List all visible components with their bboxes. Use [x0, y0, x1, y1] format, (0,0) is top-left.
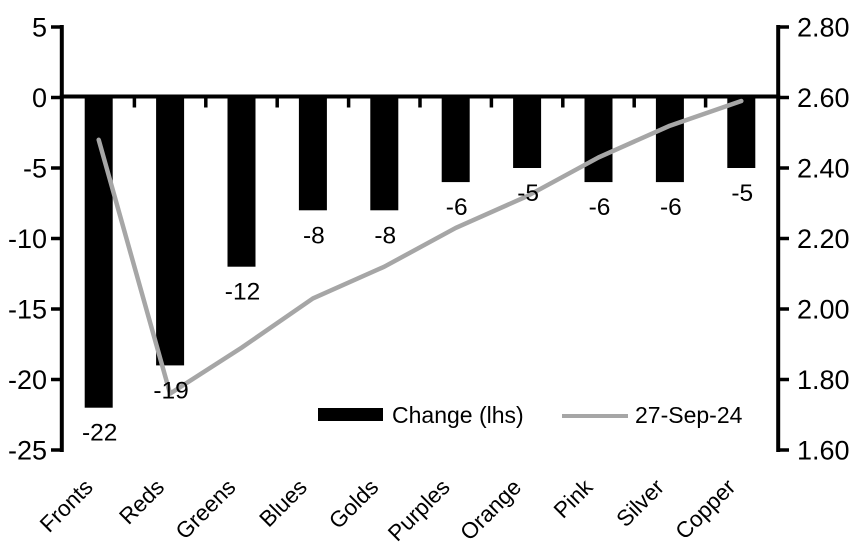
category-label-blues: Blues	[254, 474, 311, 531]
category-label-reds: Reds	[114, 474, 169, 529]
bar-value-label: -19	[153, 377, 188, 404]
right-axis-tick-label: 1.80	[797, 365, 850, 395]
line-series-27-sep-24	[96, 98, 744, 396]
bar-purples	[441, 96, 470, 183]
right-axis-tick-label: 2.00	[797, 295, 850, 325]
bar-golds	[370, 96, 399, 211]
category-label-pink: Pink	[549, 474, 598, 523]
bar-pink	[584, 96, 613, 183]
bar-blues	[298, 96, 327, 211]
category-label-fronts: Fronts	[35, 474, 98, 537]
left-axis-tick-label: 0	[32, 83, 47, 113]
category-label-silver: Silver	[611, 474, 669, 532]
bar-value-label: -6	[589, 194, 611, 221]
right-axis-tick-label: 2.40	[797, 154, 850, 184]
category-label-greens: Greens	[171, 474, 241, 544]
bar-value-label: -8	[303, 222, 325, 249]
category-label-orange: Orange	[455, 474, 526, 545]
bar-value-label: -5	[731, 180, 753, 207]
bar-value-label: -6	[446, 194, 468, 221]
left-axis-tick-label: 5	[32, 13, 47, 43]
right-axis-tick-label: 1.60	[797, 436, 850, 466]
bar-value-label: -8	[374, 222, 396, 249]
bar-value-label: -22	[82, 420, 117, 447]
bar-value-label: -5	[517, 180, 539, 207]
left-axis-tick-label: -5	[23, 154, 47, 184]
bar-value-label: -6	[660, 194, 682, 221]
bar-orange	[513, 96, 542, 168]
right-axis-tick-label: 2.20	[797, 224, 850, 254]
right-axis-tick-label: 2.60	[797, 83, 850, 113]
bar-value-label: -12	[225, 279, 260, 306]
right-axis-tick-label: 2.80	[797, 13, 850, 43]
bar-copper	[727, 96, 756, 168]
bar-reds	[156, 96, 185, 366]
bar-silver	[655, 96, 684, 183]
category-label-copper: Copper	[670, 474, 740, 544]
left-axis-tick-label: -15	[8, 295, 47, 325]
left-axis-tick-label: -10	[8, 224, 47, 254]
category-label-purples: Purples	[383, 474, 455, 546]
left-axis-tick-label: -20	[8, 365, 47, 395]
bar-greens	[227, 96, 256, 267]
category-label-golds: Golds	[324, 474, 383, 533]
left-axis-tick-label: -25	[8, 436, 47, 466]
